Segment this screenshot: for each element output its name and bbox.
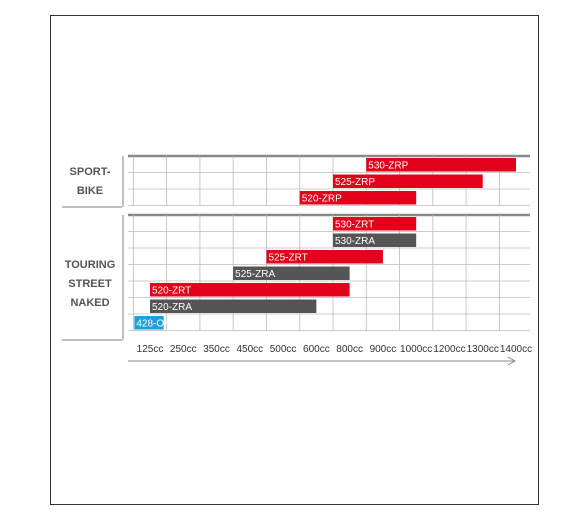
bar-530-zrt <box>333 217 417 231</box>
group-label-line: STREET <box>68 278 112 290</box>
x-tick-label: 1200cc <box>433 344 465 355</box>
bar-525-zrp <box>333 174 483 188</box>
group-label-line: NAKED <box>70 297 110 309</box>
bar-525-zra <box>233 266 350 280</box>
x-tick-label: 1300cc <box>467 344 499 355</box>
bar-label: 520-ZRA <box>152 302 192 313</box>
bar-label: 428-ORT <box>136 319 177 330</box>
group-label-sport-bike: SPORT- BIKE <box>58 163 122 201</box>
group-label-touring: TOURING STREET NAKED <box>58 256 122 313</box>
bar-label: 520-ZRT <box>152 286 191 297</box>
bar-label: 525-ZRT <box>268 253 307 264</box>
bar-520-zrp <box>299 191 417 205</box>
x-tick-label: 600cc <box>303 344 330 355</box>
bar-520-zrt <box>150 283 350 297</box>
bar-label: 530-ZRP <box>368 161 408 172</box>
group-label-line: BIKE <box>76 185 104 197</box>
x-tick-label: 1000cc <box>400 344 432 355</box>
group-label-line: TOURING <box>64 259 116 271</box>
bar-428-ort <box>134 316 164 330</box>
bar-530-zrp <box>366 158 516 172</box>
x-tick-label: 800cc <box>336 344 363 355</box>
x-tick-label: 350cc <box>203 344 230 355</box>
bar-label: 520-ZRP <box>302 194 342 205</box>
bar-label: 525-ZRP <box>335 177 375 188</box>
bar-520-zra <box>150 299 317 313</box>
bar-525-zrt <box>266 250 383 264</box>
chart-frame <box>50 15 539 505</box>
x-tick-label: 250cc <box>170 344 197 355</box>
bar-label: 525-ZRA <box>235 269 275 280</box>
bar-530-zra <box>333 233 417 247</box>
x-tick-label: 500cc <box>270 344 297 355</box>
x-tick-label: 1400cc <box>500 344 532 355</box>
bar-label: 530-ZRT <box>335 220 374 231</box>
bar-label: 530-ZRA <box>335 236 375 247</box>
axis-arrow-head <box>507 356 517 366</box>
group-label-line: SPORT- <box>69 166 111 178</box>
x-tick-label: 450cc <box>236 344 263 355</box>
x-tick-label: 125cc <box>137 344 164 355</box>
x-tick-label: 900cc <box>370 344 397 355</box>
